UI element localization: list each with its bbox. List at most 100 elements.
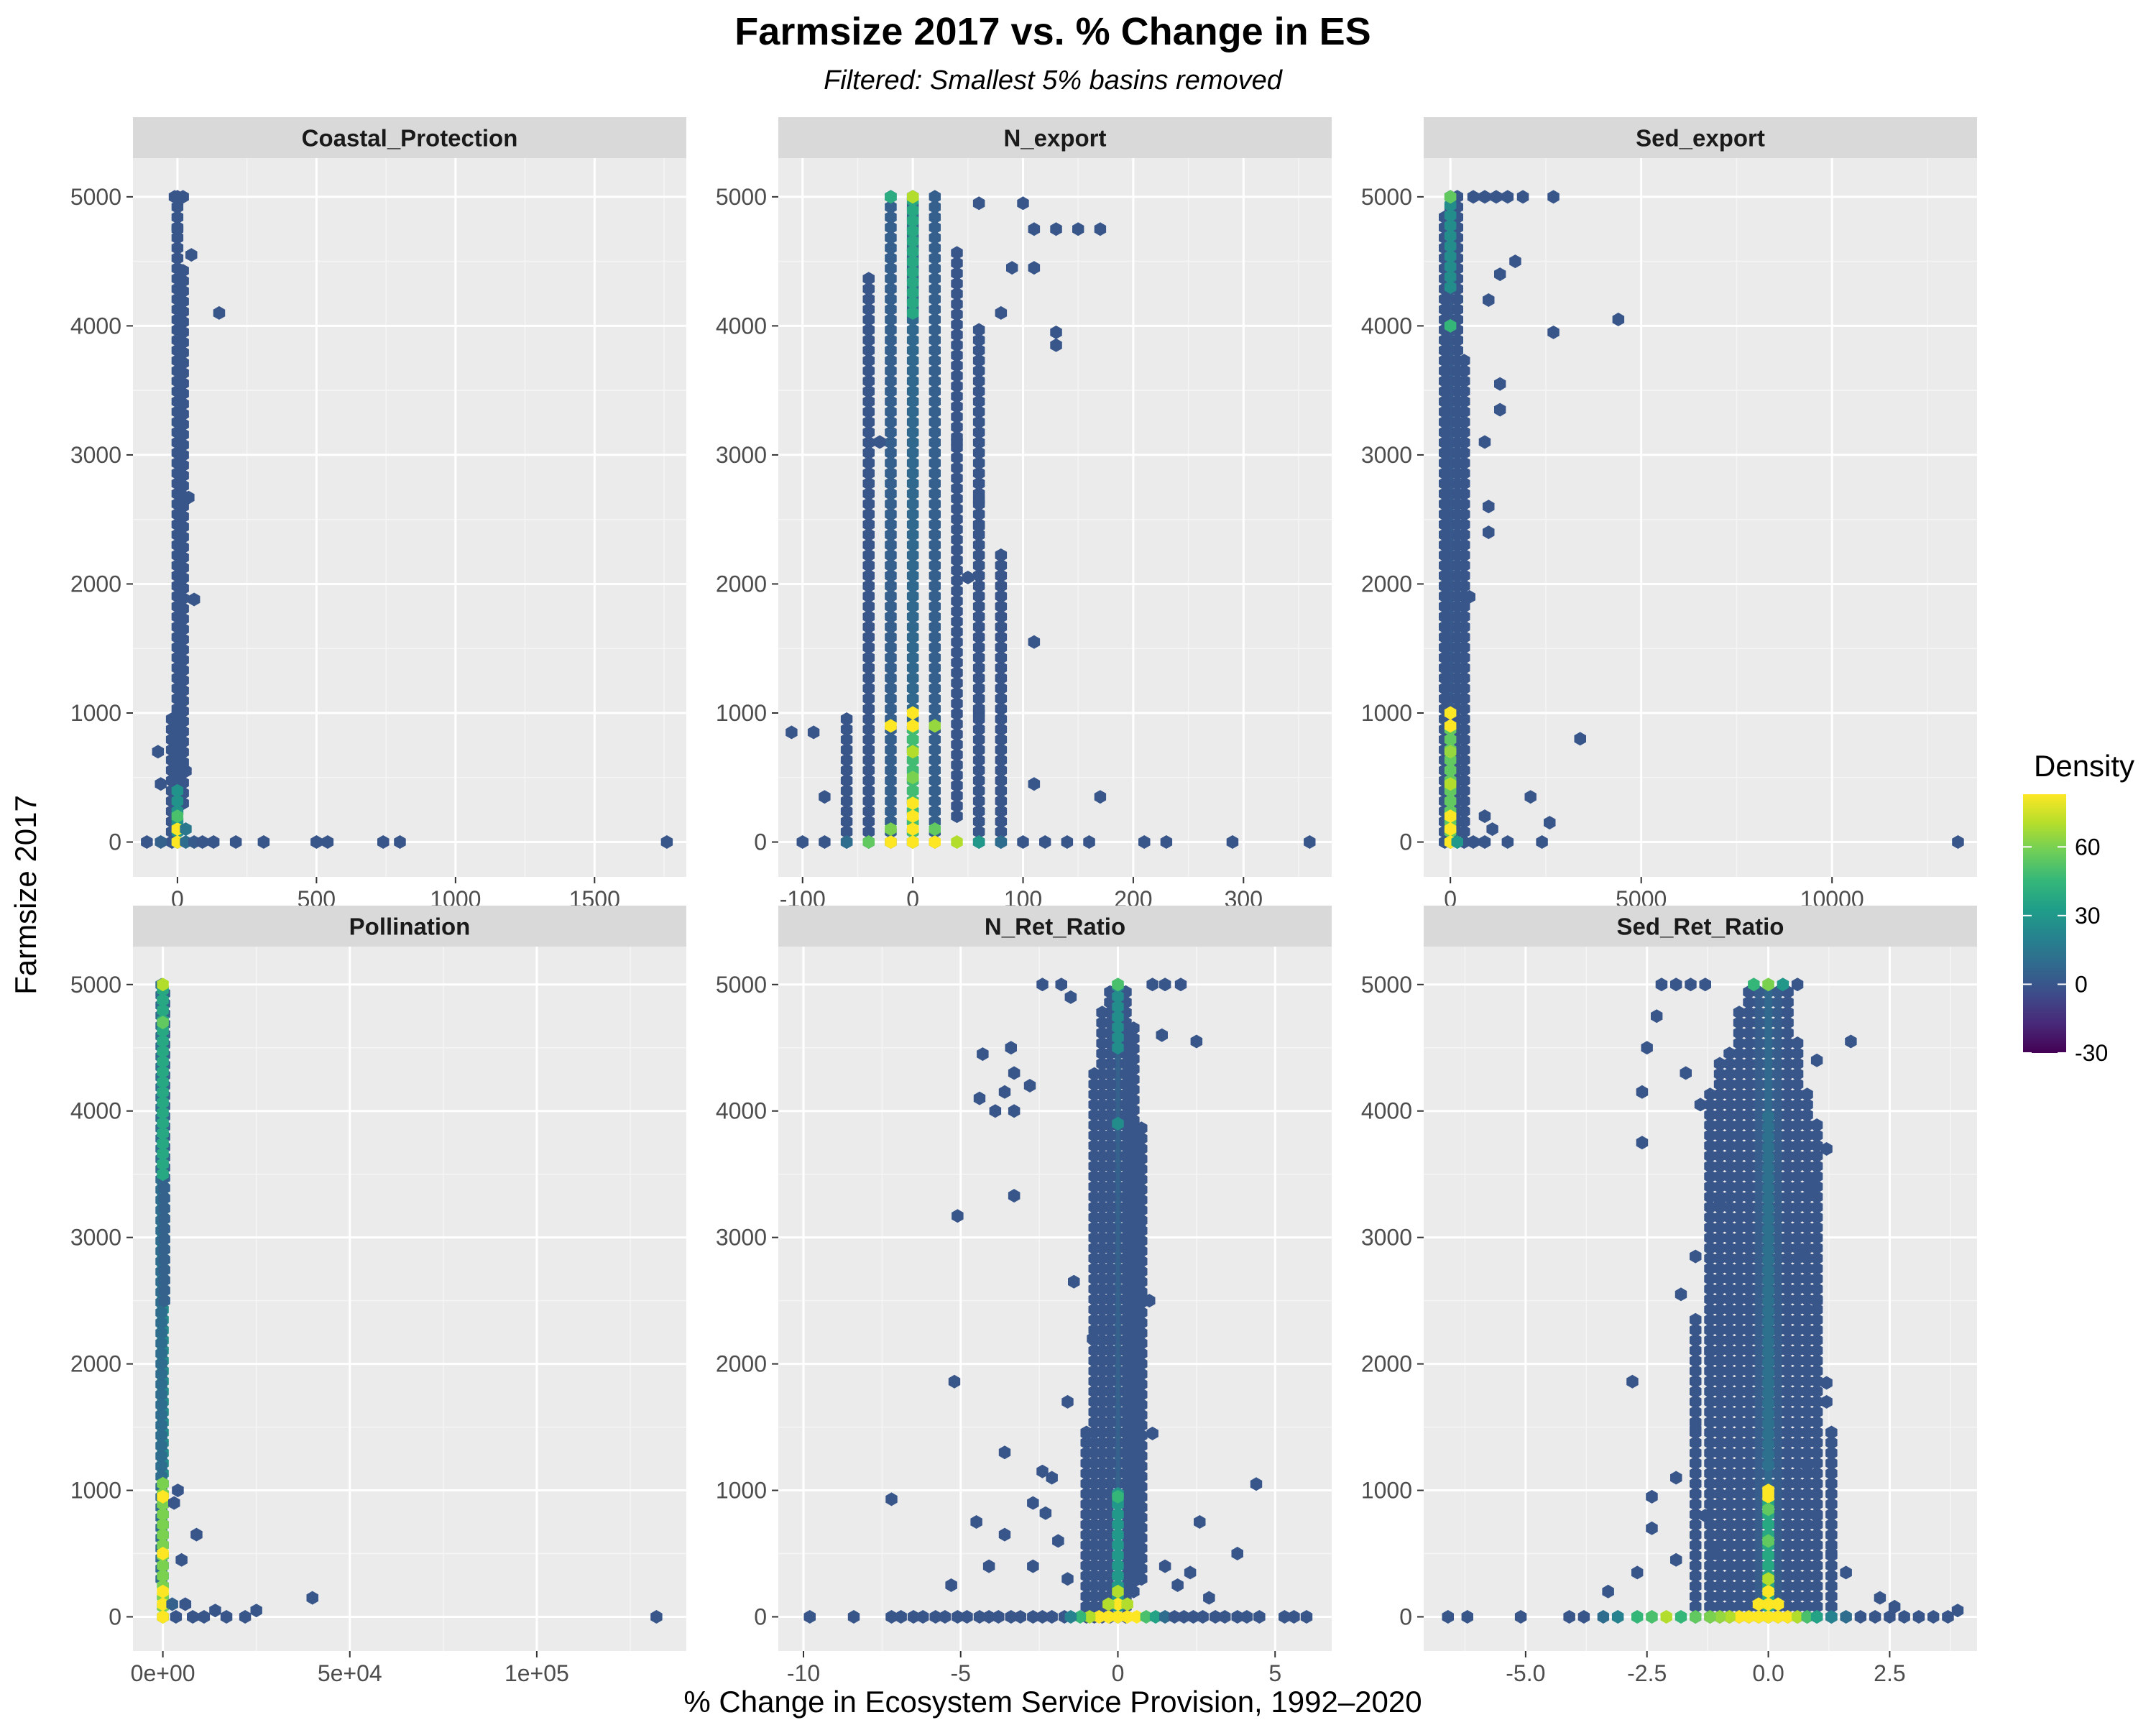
y-tick-label: 2000: [716, 1351, 767, 1377]
hexbin: [1439, 661, 1451, 675]
hexbin: [1713, 1599, 1726, 1614]
hexbin: [1439, 620, 1451, 634]
hexbin: [862, 528, 875, 542]
hexbin: [1801, 1271, 1813, 1286]
hexbin: [819, 835, 831, 849]
hexbin: [1772, 1200, 1784, 1214]
hexbin: [1112, 1507, 1124, 1522]
hexbin: [1791, 1098, 1804, 1112]
hexbin: [972, 426, 985, 439]
hexbin: [929, 558, 941, 573]
hexbin: [1733, 1579, 1746, 1593]
hexbin: [1743, 1220, 1755, 1235]
hexbin: [1772, 1497, 1784, 1512]
hexbin: [1690, 1599, 1702, 1614]
y-tick-label: 1000: [70, 700, 121, 726]
hexbin: [1743, 1569, 1755, 1583]
hexbin: [1791, 1435, 1804, 1450]
hexbin: [906, 630, 919, 644]
hexbin: [1690, 1610, 1702, 1624]
hexbin: [1704, 1476, 1716, 1491]
hexbin: [1135, 1141, 1148, 1156]
hexbin: [1050, 222, 1062, 236]
hexbin: [1444, 239, 1457, 253]
hexbin: [1690, 1487, 1702, 1501]
hexbin: [1782, 1364, 1794, 1378]
hexbin: [1690, 1364, 1702, 1378]
hexbin: [1704, 1364, 1716, 1378]
hexbin: [1772, 1446, 1784, 1460]
hexbin: [1096, 1016, 1108, 1030]
hexbin: [1704, 1210, 1716, 1225]
hexbin: [951, 666, 963, 680]
hexbin: [906, 385, 919, 398]
hexbin: [1810, 1538, 1823, 1552]
panel-background-pollination: [133, 947, 686, 1651]
hexbin: [1752, 1271, 1765, 1286]
hexbin: [1782, 1507, 1794, 1522]
hexbin: [1772, 1271, 1784, 1286]
hexbin: [1782, 1036, 1794, 1050]
hexbin: [1782, 1159, 1794, 1173]
hexbin: [157, 993, 169, 1007]
hexbin: [1782, 1179, 1794, 1194]
hexbin: [1704, 1138, 1716, 1153]
hexbin: [1704, 1425, 1716, 1440]
hexbin: [1080, 1466, 1092, 1481]
hexbin: [951, 788, 963, 803]
hexbin: [906, 620, 919, 634]
hexbin: [951, 400, 963, 414]
hexbin: [177, 510, 189, 524]
hexbin: [1762, 1110, 1774, 1124]
hexbin: [862, 569, 875, 583]
hexbin: [1752, 1149, 1765, 1163]
panel-sed-ret-ratio: Sed_Ret_Ratio-5.0 -2.5 0.0 2.50100020003000…: [1361, 906, 1977, 1686]
hexbin: [157, 1095, 169, 1110]
hexbin: [1762, 1458, 1774, 1472]
hexbin: [1439, 446, 1451, 460]
hexbin: [1088, 1405, 1100, 1419]
hexbin: [885, 1610, 898, 1624]
hexbin: [1088, 1251, 1100, 1266]
hexbin: [1631, 1565, 1644, 1580]
panel-background-n-export: [778, 158, 1332, 877]
hexbin: [1733, 1108, 1746, 1122]
hexbin: [929, 835, 941, 849]
hexbin: [158, 1222, 170, 1236]
hexbin: [1810, 1476, 1823, 1491]
hexbin: [796, 835, 808, 849]
hexbin: [1135, 1193, 1148, 1207]
hexbin: [1752, 1415, 1765, 1430]
hexbin: [1094, 222, 1107, 236]
hexbin: [929, 323, 941, 337]
hexbin: [1733, 1538, 1746, 1552]
hexbin: [1733, 1548, 1746, 1563]
hexbin: [1801, 1333, 1813, 1348]
hexbin: [1064, 990, 1077, 1004]
hexbin: [1088, 1364, 1100, 1378]
hexbin: [1088, 1394, 1100, 1409]
hexbin: [906, 558, 919, 573]
hexbin: [1777, 978, 1789, 992]
hexbin: [1772, 1169, 1784, 1184]
hexbin: [1713, 1108, 1726, 1122]
hexbin: [1093, 1610, 1105, 1624]
hexbin: [158, 1263, 170, 1277]
hexbin: [929, 262, 941, 275]
hexbin: [1088, 1261, 1100, 1276]
hexbin: [951, 246, 963, 260]
hexbin: [165, 742, 178, 757]
hexbin: [1135, 1500, 1148, 1514]
hexbin: [1439, 579, 1451, 593]
hexbin: [1439, 497, 1451, 511]
hexbin: [177, 397, 189, 411]
hexbin: [1135, 1572, 1148, 1586]
strip-label-pollination: Pollination: [349, 914, 471, 940]
hexbin: [1046, 1471, 1058, 1485]
hexbin: [929, 497, 941, 511]
hexbin: [929, 640, 941, 655]
hexbin: [208, 835, 220, 849]
hexbin: [1791, 1108, 1804, 1122]
hexbin: [1743, 1476, 1755, 1491]
hexbin: [1743, 1353, 1755, 1368]
